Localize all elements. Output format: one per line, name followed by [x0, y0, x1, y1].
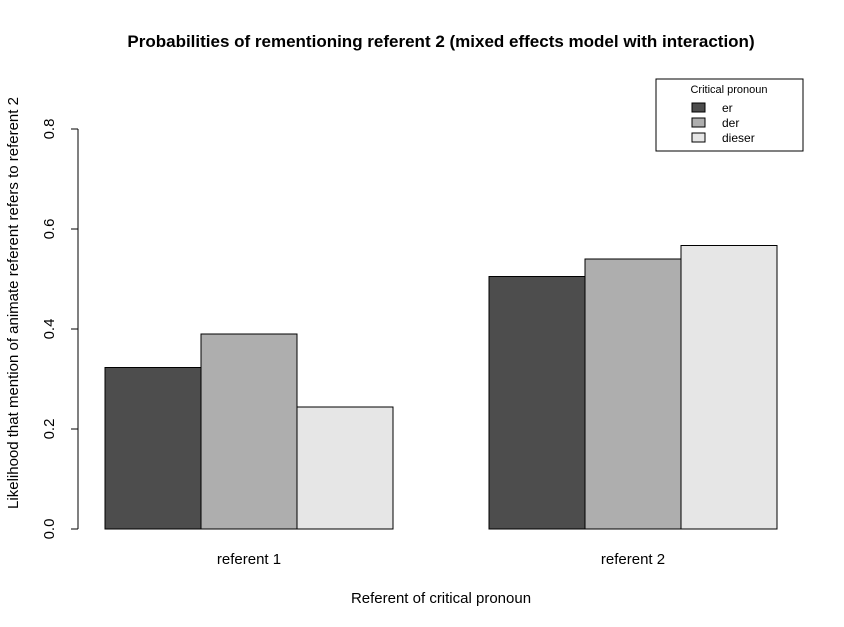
bar-dieser-referent-1: [296, 406, 394, 530]
x-axis-label: Referent of critical pronoun: [351, 590, 531, 607]
legend-label-der: der: [722, 116, 739, 130]
bar-der-referent-2: [584, 258, 682, 530]
y-tick-label: 0.6: [41, 219, 58, 240]
legend-swatch-dieser: [691, 132, 706, 143]
legend-swatch-der: [691, 117, 706, 128]
x-axis-tick-labels: referent 1 referent 2: [217, 551, 665, 568]
legend-title: Critical pronoun: [690, 84, 767, 96]
legend-box: [655, 78, 804, 152]
x-tick-label: referent 2: [601, 551, 665, 568]
legend-label-er: er: [722, 101, 733, 115]
y-tick-label: 0.4: [41, 319, 58, 340]
bar-er-referent-1: [104, 367, 202, 530]
y-axis: 0.0 0.2 0.4 0.6 0.8: [41, 119, 79, 540]
bar-dieser-referent-2: [680, 245, 778, 530]
y-tick-label: 0.2: [41, 419, 58, 440]
x-tick-label: referent 1: [217, 551, 281, 568]
legend-label-dieser: dieser: [722, 131, 755, 145]
bar-er-referent-2: [488, 276, 586, 530]
bar-der-referent-1: [200, 333, 298, 530]
legend-swatch-er: [691, 102, 706, 113]
y-tick-label: 0.0: [41, 519, 58, 540]
y-axis-label: Likelihood that mention of animate refer…: [5, 97, 22, 509]
chart-title: Probabilities of rementioning referent 2…: [127, 32, 754, 51]
y-tick-label: 0.8: [41, 119, 58, 140]
bars: [104, 245, 778, 530]
